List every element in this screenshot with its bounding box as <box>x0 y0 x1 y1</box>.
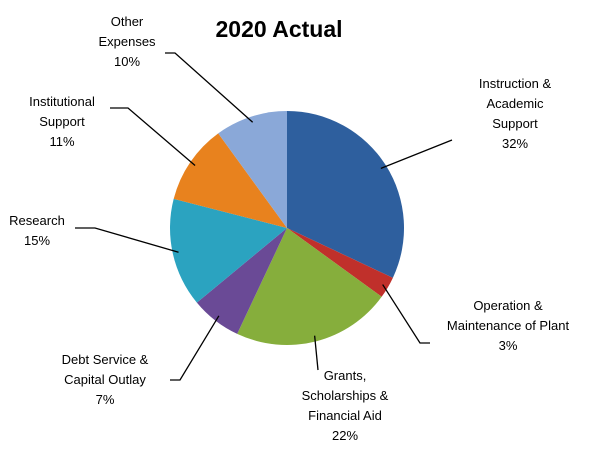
pie-slice-instruction-academic-support <box>287 111 404 278</box>
leader-line <box>75 227 179 253</box>
slice-label: Research 15% <box>9 213 65 248</box>
pie-slice-debt-service-capital-outlay <box>196 228 287 334</box>
slice-label: Debt Service & Capital Outlay 7% <box>62 352 149 407</box>
pie-slice-research <box>170 198 287 303</box>
pie-slice-grants-scholarships-financial-aid <box>237 228 382 345</box>
leader-line <box>380 139 453 170</box>
leader-line <box>170 315 220 381</box>
pie-slices <box>170 111 404 345</box>
chart-title: 2020 Actual <box>216 16 343 42</box>
pie-slice-operation-maintenance-of-plant <box>287 228 393 297</box>
slice-label: Grants, Scholarships & Financial Aid 22% <box>302 368 389 443</box>
slice-label: Instruction & Academic Support 32% <box>479 76 552 151</box>
leader-line <box>110 107 196 167</box>
leader-lines <box>75 52 453 381</box>
slice-label: Other Expenses 10% <box>98 14 156 69</box>
leader-line <box>165 52 254 123</box>
slice-label: Institutional Support 11% <box>29 94 95 149</box>
slice-labels: Instruction & Academic Support 32% Operation… <box>9 14 569 443</box>
leader-line <box>382 284 430 344</box>
slice-label: Operation & Maintenance of Plant 3% <box>447 298 570 353</box>
pie-slice-other-expenses <box>218 111 287 228</box>
leader-line <box>313 335 319 371</box>
pie-slice-institutional-support <box>173 133 287 228</box>
